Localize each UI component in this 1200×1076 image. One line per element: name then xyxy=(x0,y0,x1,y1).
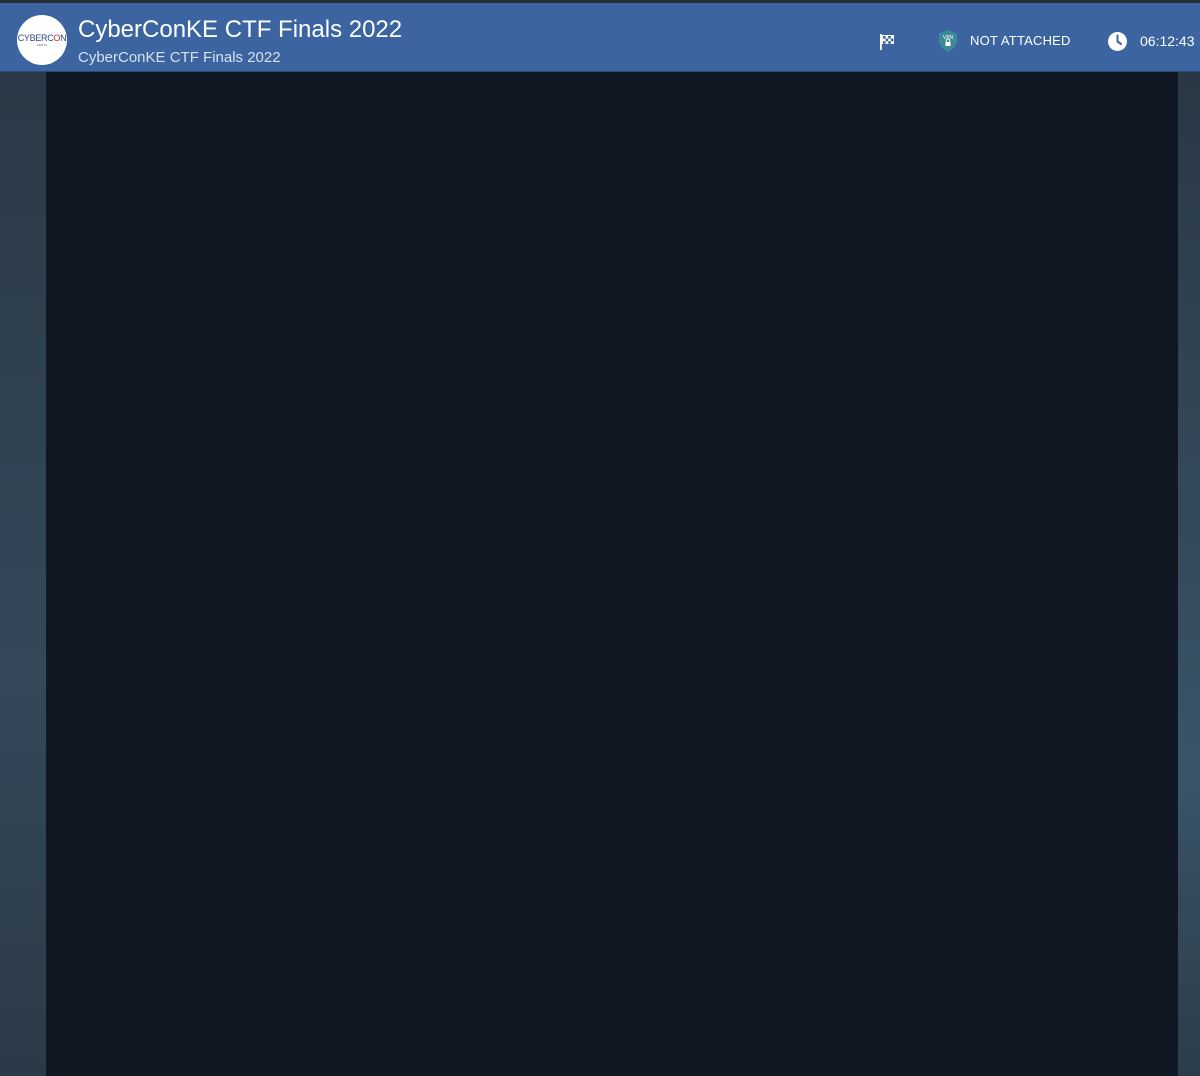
event-title: CyberConKE CTF Finals 2022 xyxy=(78,16,403,43)
event-subtitle: CyberConKE CTF Finals 2022 xyxy=(78,49,281,66)
top-bar: CYBERCON KENYA CyberConKE CTF Finals 202… xyxy=(0,0,1200,72)
vpn-status[interactable]: NOT ATTACHED xyxy=(970,33,1071,48)
background-left-edge xyxy=(0,72,46,1076)
clock-icon xyxy=(1108,32,1127,51)
vpn-shield-icon[interactable]: VPN xyxy=(937,29,959,53)
scoreboard xyxy=(46,72,1178,1076)
event-logo[interactable]: CYBERCON KENYA xyxy=(17,15,67,65)
svg-text:VPN: VPN xyxy=(943,35,953,41)
logo-wordmark: CYBERCON xyxy=(17,32,67,43)
background-right-edge xyxy=(1178,72,1200,1076)
logo-subtext: KENYA xyxy=(37,42,47,47)
flag-icon[interactable] xyxy=(878,33,896,51)
countdown-timer: 06:12:43 xyxy=(1140,33,1195,49)
